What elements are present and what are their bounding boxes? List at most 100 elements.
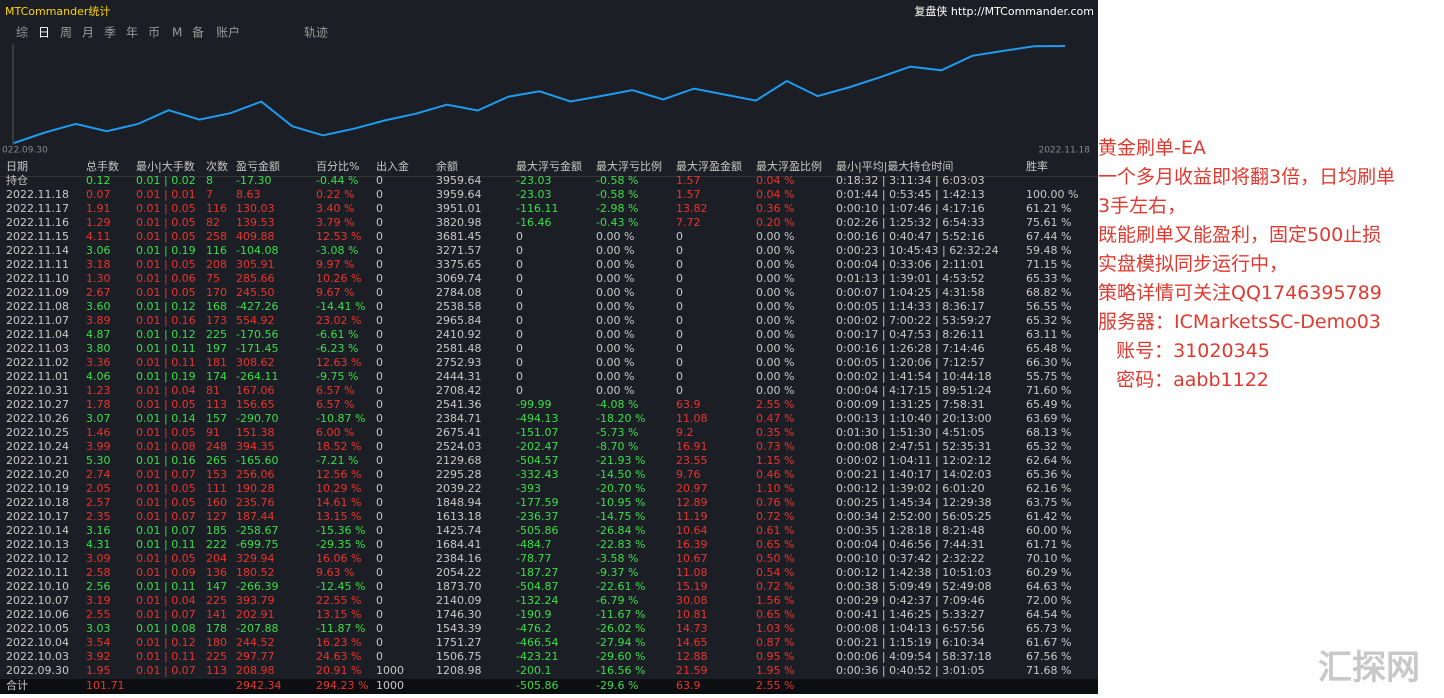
table-cell: 0.01 | 0.11 <box>136 650 196 663</box>
table-cell: 168 <box>206 300 227 313</box>
tab[interactable]: M <box>172 26 182 40</box>
table-cell: 2022.10.18 <box>6 496 69 509</box>
table-cell: 178 <box>206 622 227 635</box>
table-cell: 59.48 % <box>1026 244 1071 257</box>
table-cell: 202.91 <box>236 608 275 621</box>
table-cell: 0 <box>376 482 383 495</box>
site-link[interactable]: 复盘侠 http://MTCommander.com <box>914 4 1094 18</box>
table-cell: 258 <box>206 230 227 243</box>
table-cell: 157 <box>206 412 227 425</box>
table-cell: 64.54 % <box>1026 608 1071 621</box>
tab[interactable]: 日 <box>38 26 50 40</box>
tab[interactable]: 备 <box>192 26 204 40</box>
table-cell: 2022.11.11 <box>6 258 69 271</box>
table-cell: 1.56 % <box>756 594 794 607</box>
table-cell: 6.00 % <box>316 426 354 439</box>
table-cell: -171.45 <box>236 342 278 355</box>
table-cell: 0 <box>376 216 383 229</box>
table-cell: 7.72 <box>676 216 701 229</box>
table-cell: 225 <box>206 594 227 607</box>
table-cell: 0 <box>516 314 523 327</box>
table-cell: 329.94 <box>236 552 275 565</box>
table-cell: 139.53 <box>236 216 275 229</box>
table-cell: 0.00 % <box>596 370 634 383</box>
table-cell: 2022.10.21 <box>6 454 69 467</box>
table-cell: 0:00:10 | 1:07:46 | 4:17:16 <box>836 202 985 215</box>
table-cell: 0.01 | 0.07 <box>136 510 196 523</box>
total-cell: 1000 <box>376 679 404 692</box>
table-cell: 204 <box>206 552 227 565</box>
table-cell: 20.91 % <box>316 664 361 677</box>
table-cell: 2022.10.11 <box>6 566 69 579</box>
table-cell: -466.54 <box>516 636 558 649</box>
table-cell: 2410.92 <box>436 328 482 341</box>
tab[interactable]: 币 <box>148 26 160 40</box>
table-cell: 68.13 % <box>1026 426 1071 439</box>
table-cell: 0 <box>376 272 383 285</box>
table-cell: 2444.31 <box>436 370 482 383</box>
open-cell: 3959.64 <box>436 174 482 187</box>
column-header: 总手数 <box>86 159 119 173</box>
tab[interactable]: 轨迹 <box>304 26 328 40</box>
table-cell: 394.35 <box>236 440 275 453</box>
table-cell: -29.60 % <box>596 650 645 663</box>
table-cell: -6.61 % <box>316 328 358 341</box>
table-cell: 409.88 <box>236 230 275 243</box>
table-cell: 0.00 % <box>596 384 634 397</box>
table-cell: 1613.18 <box>436 510 482 523</box>
table-cell: 0.01 | 0.19 <box>136 370 196 383</box>
table-cell: 2039.22 <box>436 482 482 495</box>
table-cell: 1848.94 <box>436 496 482 509</box>
open-cell: -17.30 <box>236 174 271 187</box>
table-cell: 0 <box>376 468 383 481</box>
tab[interactable]: 综 <box>16 26 28 40</box>
table-cell: 0 <box>376 636 383 649</box>
table-cell: 153 <box>206 468 227 481</box>
table-cell: 3951.01 <box>436 202 482 215</box>
table-cell: 20.97 <box>676 482 708 495</box>
table-cell: 0 <box>676 230 683 243</box>
table-cell: 0.01 | 0.12 <box>136 328 196 341</box>
table-cell: 167.06 <box>236 384 275 397</box>
tab[interactable]: 账户 <box>216 25 240 40</box>
table-cell: 0:00:17 | 0:47:53 | 8:26:11 <box>836 328 985 341</box>
table-cell: 14.61 % <box>316 496 361 509</box>
table-cell: 3.54 <box>86 636 111 649</box>
table-cell: 0:00:02 | 1:04:11 | 12:02:12 <box>836 454 992 467</box>
table-cell: 2022.10.03 <box>6 650 69 663</box>
table-cell: 1.29 <box>86 216 111 229</box>
table-cell: 0:00:34 | 2:52:00 | 56:05:25 <box>836 510 992 523</box>
tab[interactable]: 周 <box>60 26 72 40</box>
tab[interactable]: 月 <box>82 26 94 40</box>
table-cell: 0 <box>376 384 383 397</box>
table-cell: -494.13 <box>516 412 558 425</box>
table-cell: 0.61 % <box>756 524 794 537</box>
table-cell: 0 <box>516 370 523 383</box>
note-line: 黄金刷单-EA <box>1098 134 1395 163</box>
table-cell: 1751.27 <box>436 636 482 649</box>
table-cell: 2022.10.24 <box>6 440 69 453</box>
table-cell: 1.10 % <box>756 482 794 495</box>
table-cell: 2022.10.27 <box>6 398 69 411</box>
note-line: 实盘模拟同步运行中， <box>1098 250 1395 279</box>
table-cell: 1.95 % <box>756 664 794 677</box>
table-cell: 81 <box>206 384 220 397</box>
tab[interactable]: 年 <box>126 26 138 40</box>
table-cell: 0 <box>376 286 383 299</box>
table-cell: 3.92 <box>86 650 111 663</box>
table-cell: 0.00 % <box>596 328 634 341</box>
app-title: MTCommander统计 <box>5 5 110 18</box>
table-cell: 3.16 <box>86 524 111 537</box>
table-cell: 0 <box>376 230 383 243</box>
table-cell: 0 <box>376 608 383 621</box>
table-cell: 225 <box>206 328 227 341</box>
table-cell: 0 <box>376 496 383 509</box>
table-cell: 2965.84 <box>436 314 482 327</box>
table-cell: 65.36 % <box>1026 468 1071 481</box>
table-cell: 0.50 % <box>756 552 794 565</box>
tab[interactable]: 季 <box>104 26 116 40</box>
total-cell: -29.6 % <box>596 679 638 692</box>
total-cell: 63.9 <box>676 679 701 692</box>
table-cell: 0:00:25 | 1:45:34 | 12:29:38 <box>836 496 992 509</box>
table-cell: 0.01 | 0.11 <box>136 356 196 369</box>
